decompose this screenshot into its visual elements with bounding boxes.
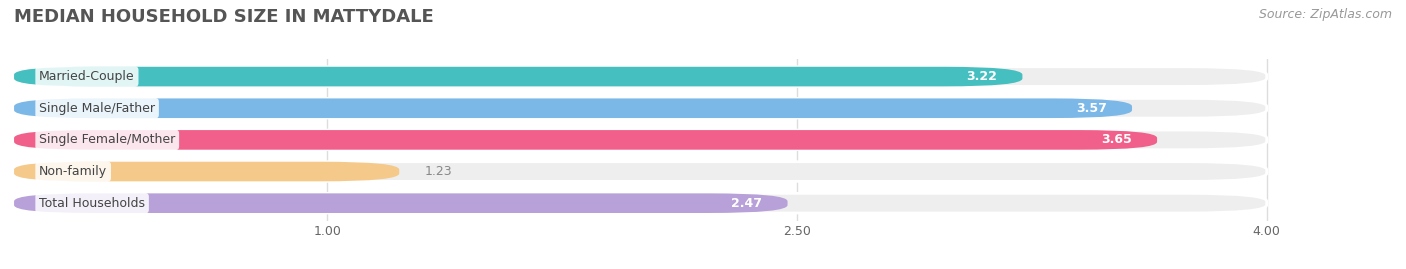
Text: Married-Couple: Married-Couple	[39, 70, 135, 83]
FancyBboxPatch shape	[14, 130, 1267, 150]
Text: Source: ZipAtlas.com: Source: ZipAtlas.com	[1258, 8, 1392, 21]
Text: 2.47: 2.47	[731, 197, 762, 210]
FancyBboxPatch shape	[14, 193, 1267, 213]
FancyBboxPatch shape	[14, 162, 1267, 181]
FancyBboxPatch shape	[14, 98, 1132, 118]
Text: 1.23: 1.23	[425, 165, 451, 178]
Text: Single Female/Mother: Single Female/Mother	[39, 133, 176, 146]
Text: 3.22: 3.22	[966, 70, 997, 83]
Text: Non-family: Non-family	[39, 165, 107, 178]
FancyBboxPatch shape	[14, 67, 1022, 86]
Text: Total Households: Total Households	[39, 197, 145, 210]
FancyBboxPatch shape	[14, 98, 1267, 118]
FancyBboxPatch shape	[14, 67, 1267, 86]
FancyBboxPatch shape	[14, 193, 787, 213]
Text: 3.65: 3.65	[1101, 133, 1132, 146]
FancyBboxPatch shape	[14, 162, 399, 181]
Text: MEDIAN HOUSEHOLD SIZE IN MATTYDALE: MEDIAN HOUSEHOLD SIZE IN MATTYDALE	[14, 8, 434, 26]
Text: 3.57: 3.57	[1076, 102, 1107, 115]
FancyBboxPatch shape	[14, 130, 1157, 150]
Text: Single Male/Father: Single Male/Father	[39, 102, 155, 115]
